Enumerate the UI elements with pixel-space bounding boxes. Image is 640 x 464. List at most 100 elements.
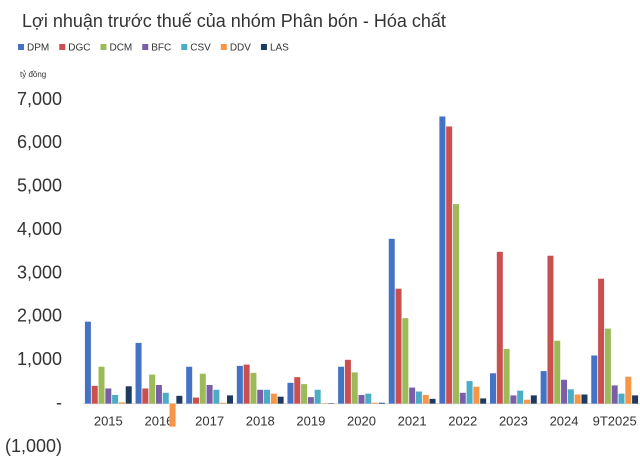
- bar: [264, 389, 271, 404]
- bar: [125, 386, 132, 404]
- bar: [452, 204, 459, 404]
- bar: [155, 384, 162, 404]
- bar: [118, 402, 125, 404]
- bar: [415, 391, 422, 404]
- x-tick-label: 2020: [347, 413, 376, 428]
- bar: [277, 396, 284, 404]
- bar: [378, 402, 385, 404]
- bar: [429, 398, 436, 404]
- bar: [395, 288, 402, 404]
- bar: [517, 390, 524, 404]
- bar: [388, 238, 395, 404]
- bar: [344, 359, 351, 404]
- bar: [338, 366, 345, 404]
- x-tick-label: 9T2025: [593, 413, 637, 428]
- legend-swatch: [100, 44, 107, 50]
- bar: [243, 364, 250, 404]
- bar: [176, 395, 183, 404]
- bar: [112, 394, 119, 404]
- y-tick-label: 1,000: [17, 349, 62, 369]
- bar: [598, 278, 605, 404]
- y-tick-label: (1,000): [5, 436, 62, 456]
- bar: [422, 394, 429, 404]
- bar: [98, 366, 105, 404]
- y-tick-label: 6,000: [17, 132, 62, 152]
- bar: [439, 116, 446, 404]
- legend-swatch: [142, 44, 149, 50]
- bar: [524, 399, 531, 404]
- bar: [351, 372, 358, 404]
- x-tick-label: 2022: [448, 413, 477, 428]
- bar: [547, 255, 554, 404]
- bar: [314, 389, 321, 404]
- legend-swatch: [18, 44, 24, 50]
- bar: [91, 385, 98, 404]
- bar: [250, 372, 257, 404]
- bar: [294, 377, 301, 404]
- bar: [574, 394, 581, 404]
- chart-title: Lợi nhuận trước thuế của nhóm Phân bón -…: [22, 11, 446, 31]
- bar: [287, 382, 294, 404]
- bar: [236, 365, 243, 404]
- bar: [206, 384, 213, 404]
- bar: [625, 376, 632, 404]
- x-tick-label: 2016: [144, 413, 173, 428]
- bar: [402, 318, 409, 404]
- bar: [510, 395, 517, 404]
- legend-label: DDV: [230, 43, 251, 54]
- legend-swatch: [220, 44, 227, 50]
- y-tick-label: -: [56, 392, 62, 412]
- bar: [561, 379, 568, 404]
- bar: [149, 374, 156, 404]
- bar: [591, 355, 598, 404]
- bar: [473, 386, 480, 404]
- bar: [604, 328, 611, 404]
- y-tick-label: 5,000: [17, 176, 62, 196]
- bar: [496, 251, 503, 404]
- legend-label: DPM: [27, 43, 49, 54]
- bar: [567, 389, 574, 404]
- bar: [270, 393, 277, 404]
- bar: [186, 366, 193, 404]
- x-tick-label: 2019: [296, 413, 325, 428]
- bar: [611, 385, 618, 404]
- bar: [213, 389, 220, 404]
- legend-label: LAS: [270, 43, 289, 54]
- bar: [581, 394, 588, 404]
- y-tick-label: 2,000: [17, 306, 62, 326]
- bar: [490, 373, 497, 404]
- bar: [220, 402, 227, 404]
- y-tick-label: 3,000: [17, 262, 62, 282]
- bar: [169, 403, 176, 427]
- bar: [192, 397, 199, 404]
- bar: [257, 389, 264, 404]
- bar: [530, 395, 537, 404]
- y-axis-label: tỷ đồng: [20, 70, 46, 79]
- x-tick-label: 2021: [398, 413, 427, 428]
- legend-swatch: [59, 44, 66, 50]
- bar: [162, 392, 169, 404]
- x-tick-label: 2017: [195, 413, 224, 428]
- bar: [466, 381, 473, 404]
- bar: [105, 388, 112, 404]
- y-tick-label: 7,000: [17, 89, 62, 109]
- x-tick-label: 2024: [550, 413, 579, 428]
- x-tick-label: 2023: [499, 413, 528, 428]
- bar: [199, 373, 206, 404]
- x-tick-label: 2018: [246, 413, 275, 428]
- bar: [372, 402, 379, 404]
- bar: [301, 384, 308, 404]
- legend-swatch: [260, 44, 267, 50]
- bar: [226, 395, 233, 404]
- bar: [554, 340, 561, 404]
- bar: [84, 321, 91, 404]
- x-tick-label: 2015: [94, 413, 123, 428]
- legend-swatch: [181, 44, 188, 50]
- bar: [540, 371, 547, 404]
- bar: [307, 397, 314, 404]
- bar: [446, 126, 453, 404]
- y-tick-label: 4,000: [17, 219, 62, 239]
- bar: [409, 387, 416, 404]
- bar: [503, 348, 510, 404]
